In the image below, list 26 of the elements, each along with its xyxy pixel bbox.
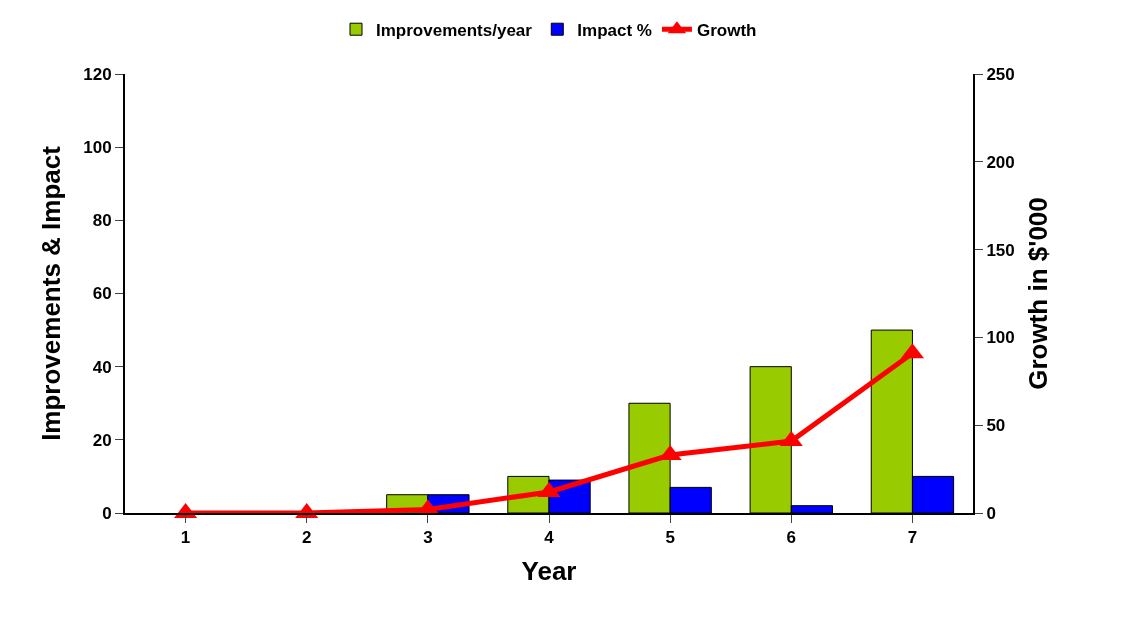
y2-tick-label: 200 <box>986 152 1015 172</box>
x-tick-label: 1 <box>180 528 191 548</box>
x-tick-label: 6 <box>786 528 797 548</box>
y-tick-label: 40 <box>92 357 112 377</box>
y2-tick-label: 150 <box>986 240 1015 260</box>
y-tick-label: 0 <box>102 503 112 523</box>
legend-label: Improvements/year <box>376 20 533 40</box>
x-tick-label: 4 <box>544 528 555 548</box>
x-tick-label: 7 <box>907 528 918 548</box>
x-tick-label: 2 <box>301 528 312 548</box>
x-tick-label: 5 <box>665 528 675 548</box>
y2-axis-title: Growth in $'000 <box>1022 197 1053 390</box>
y-tick-label: 20 <box>92 430 112 450</box>
legend-label: Growth <box>696 20 757 40</box>
y2-tick-label: 50 <box>986 416 1006 436</box>
y2-tick-label: 100 <box>986 328 1015 348</box>
y2-tick-label: 250 <box>986 64 1015 84</box>
y2-tick-label: 0 <box>986 503 996 523</box>
x-axis-title: Year <box>521 555 577 586</box>
y-tick-label: 100 <box>83 138 112 158</box>
y-axis-title: Improvements & Impact <box>36 145 67 441</box>
legend-label: Impact % <box>577 20 652 40</box>
y-tick-label: 120 <box>83 64 112 84</box>
x-tick-label: 3 <box>423 528 433 548</box>
y-tick-label: 60 <box>92 284 112 304</box>
y-tick-label: 80 <box>92 211 112 231</box>
